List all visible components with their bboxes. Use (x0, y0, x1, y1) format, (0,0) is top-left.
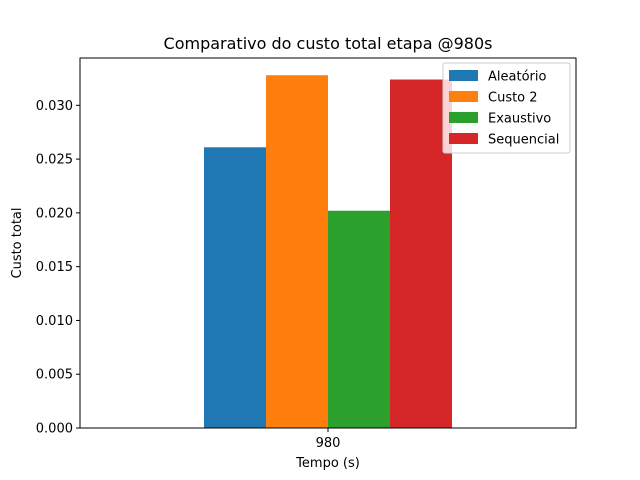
x-axis-label: Tempo (s) (295, 456, 360, 471)
y-tick-label: 0.010 (36, 314, 73, 329)
x-axis-ticks: 980 (316, 428, 341, 451)
legend-label-sequencial: Sequencial (488, 133, 559, 148)
y-tick-label: 0.020 (36, 206, 73, 221)
x-tick-label: 980 (316, 436, 341, 451)
y-tick-label: 0.005 (36, 368, 73, 383)
legend-label-custo-2: Custo 2 (488, 91, 538, 106)
y-tick-label: 0.015 (36, 260, 73, 275)
legend-swatch-custo-2 (449, 91, 478, 102)
bar-sequencial (390, 79, 452, 428)
y-tick-label: 0.000 (36, 422, 73, 437)
legend-label-exaustivo: Exaustivo (488, 112, 551, 127)
y-tick-label: 0.030 (36, 99, 73, 114)
legend-swatch-aleatorio (449, 70, 478, 81)
legend-label-aleatorio: Aleatório (488, 70, 546, 85)
legend-swatch-sequencial (449, 133, 478, 144)
y-tick-label: 0.025 (36, 153, 73, 168)
legend-swatch-exaustivo (449, 112, 478, 123)
y-axis-label: Custo total (10, 208, 25, 279)
bar-exaustivo (328, 210, 390, 428)
legend-box (442, 62, 571, 154)
bars-group (204, 75, 452, 429)
y-axis-ticks: 0.000 0.005 0.010 0.015 0.020 0.025 0.030 (36, 99, 80, 437)
legend: Aleatório Custo 2 Exaustivo Sequencial (442, 62, 571, 154)
chart-title: Comparativo do custo total etapa @980s (164, 34, 493, 53)
bar-aleatorio (204, 147, 266, 428)
bar-custo-2 (266, 75, 328, 429)
